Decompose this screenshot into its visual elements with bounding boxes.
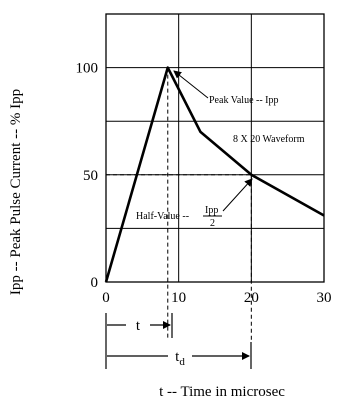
half-value-numerator: Ipp: [205, 205, 218, 216]
guide-lines: [106, 67, 252, 342]
waveform-annotation: 8 X 20 Waveform: [233, 134, 305, 145]
series-line: [104, 66, 325, 283]
td-label: td: [175, 349, 185, 368]
x-tick-label: 0: [102, 290, 110, 306]
x-tick-labels: 0 10 20 30: [102, 290, 331, 306]
grid: [106, 14, 324, 282]
y-tick-labels: 0 50 100: [76, 61, 99, 291]
annotations: Peak Value -- Ipp 8 X 20 Waveform Half-V…: [136, 70, 305, 229]
half-value-denominator: 2: [210, 218, 215, 229]
td-label-main: t: [175, 349, 180, 365]
td-label-subscript: d: [179, 356, 185, 368]
x-tick-label: 10: [171, 290, 186, 306]
peak-annotation: Peak Value -- Ipp: [209, 95, 279, 106]
y-tick-label: 50: [83, 168, 98, 184]
plot-frame: [105, 13, 325, 283]
y-tick-label: 0: [91, 275, 99, 291]
x-tick-label: 20: [244, 290, 259, 306]
x-axis-label: t -- Time in microsec: [159, 384, 285, 400]
t-label: t: [136, 318, 141, 334]
dimension-markers: t td: [105, 313, 252, 369]
y-axis-label: Ipp -- Peak Pulse Current -- % Ipp: [8, 89, 24, 295]
peak-arrow: [173, 70, 209, 99]
x-tick-label: 30: [317, 290, 332, 306]
y-tick-label: 100: [76, 61, 99, 77]
half-value-arrow: [222, 178, 253, 212]
half-value-annotation: Half-Value --: [136, 211, 189, 222]
